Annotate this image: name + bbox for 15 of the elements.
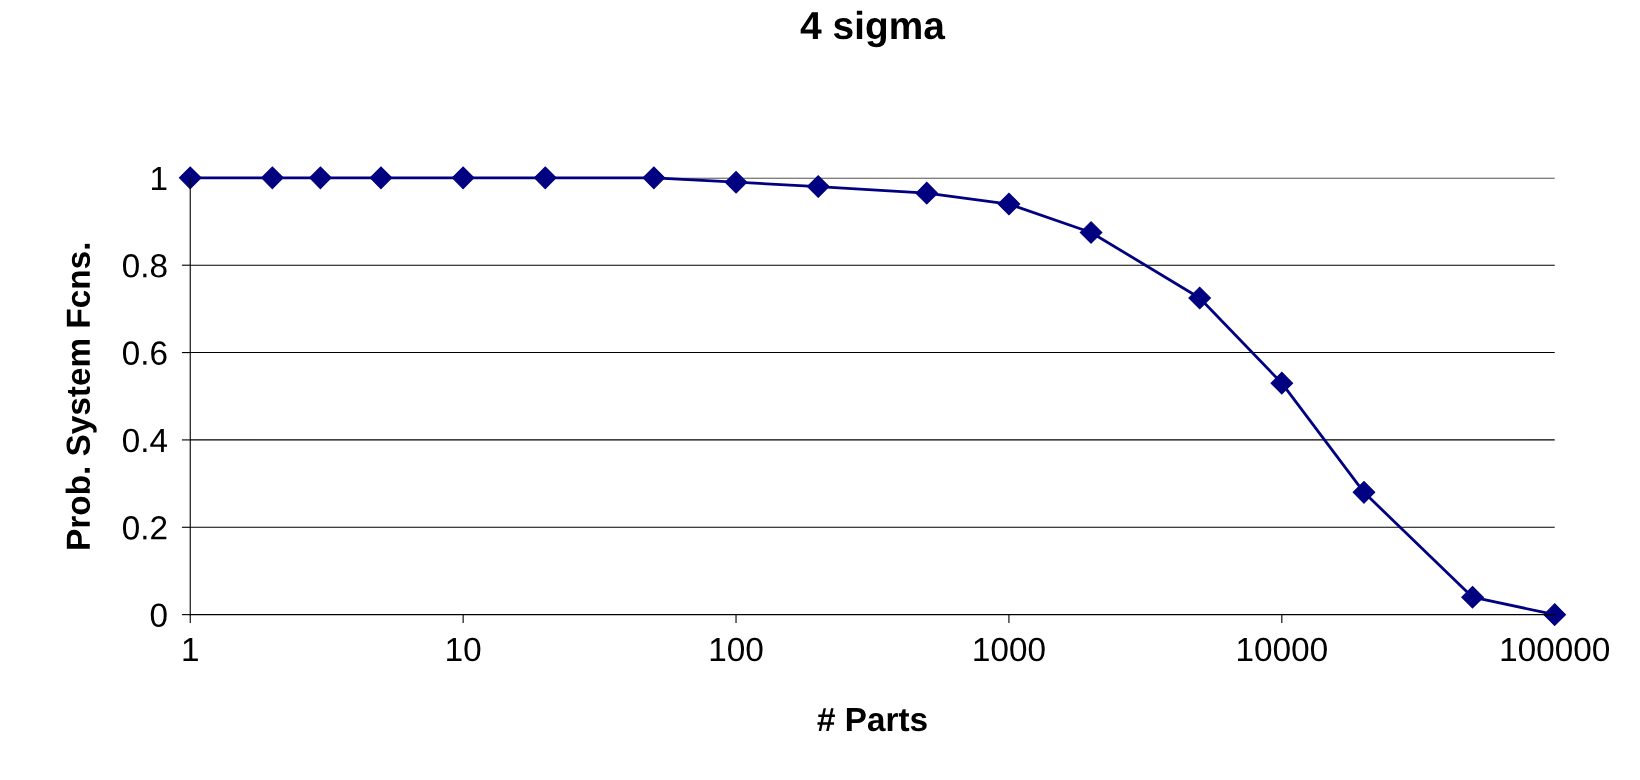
y-tick-label: 0.4 <box>122 428 168 453</box>
x-tick-label: 10000 <box>1238 637 1327 662</box>
chart-title: 4 sigma <box>800 10 946 48</box>
x-axis-title: # Parts <box>817 708 927 732</box>
y-tick-label: 0.8 <box>122 254 167 278</box>
x-tick-label: 100000 <box>1501 637 1610 662</box>
x-tick-label: 10 <box>447 637 481 662</box>
y-tick-label: 1 <box>152 166 167 190</box>
y-tick-label: 0 <box>150 603 167 628</box>
y-tick-label: 0.2 <box>122 516 167 540</box>
y-axis-title: Prob. System Fcns. <box>65 243 97 549</box>
y-tick-label: 0.6 <box>122 341 167 365</box>
x-tick-label: 100 <box>710 637 763 662</box>
x-tick-label: 1 <box>183 638 198 662</box>
x-tick-label: 1000 <box>974 637 1045 662</box>
